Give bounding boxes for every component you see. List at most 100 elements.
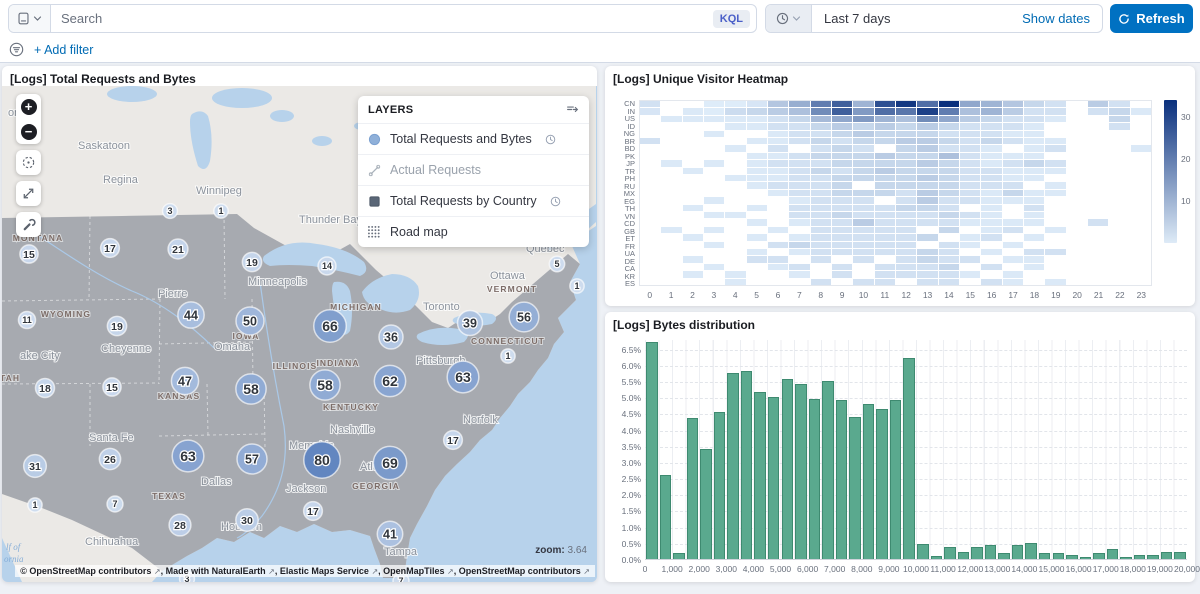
set-view-button[interactable] bbox=[16, 150, 41, 175]
histogram-bar[interactable] bbox=[659, 474, 672, 559]
histogram-bar[interactable] bbox=[876, 408, 888, 559]
histogram-bar[interactable] bbox=[1025, 542, 1037, 559]
map-cluster[interactable]: 19 bbox=[106, 315, 128, 337]
map-cluster[interactable]: 41 bbox=[376, 520, 404, 548]
map-cluster[interactable]: 3 bbox=[161, 202, 179, 220]
heatmap-grid[interactable] bbox=[639, 100, 1152, 286]
spatial-filters-button[interactable] bbox=[16, 212, 41, 237]
date-range-value[interactable]: Last 7 days bbox=[824, 11, 891, 26]
map-cluster[interactable]: 21 bbox=[167, 238, 189, 260]
map-cluster[interactable]: 63 bbox=[171, 439, 205, 473]
histogram-bar[interactable] bbox=[713, 411, 726, 559]
time-quick-menu-button[interactable] bbox=[766, 5, 812, 32]
map-canvas[interactable]: on Saskatoon Regina Winnipeg Thunder Bay Pier… bbox=[2, 86, 597, 582]
histogram-bar[interactable] bbox=[740, 371, 753, 559]
map-cluster[interactable]: 5 bbox=[548, 255, 566, 273]
histogram-bar[interactable] bbox=[835, 400, 848, 559]
histogram-bar[interactable] bbox=[646, 342, 658, 559]
histogram-bar[interactable] bbox=[1174, 551, 1186, 559]
search-input[interactable] bbox=[51, 5, 713, 32]
map-cluster[interactable]: 1 bbox=[213, 203, 229, 219]
collapse-panel-icon[interactable] bbox=[566, 103, 579, 116]
layer-item[interactable]: Actual Requests bbox=[358, 154, 589, 185]
histogram-bar[interactable] bbox=[808, 398, 821, 559]
map-cluster[interactable]: 69 bbox=[372, 445, 408, 481]
histogram-bar[interactable] bbox=[917, 544, 929, 559]
histogram-bar[interactable] bbox=[849, 416, 861, 559]
map-cluster[interactable]: 17 bbox=[99, 237, 121, 259]
map-cluster[interactable]: 31 bbox=[22, 453, 48, 479]
attribution-link[interactable]: © OpenStreetMap contributors bbox=[20, 566, 152, 576]
filter-icon[interactable] bbox=[9, 42, 24, 57]
map-cluster[interactable]: 47 bbox=[170, 366, 200, 396]
histogram-bar[interactable] bbox=[673, 552, 685, 559]
histogram-bar[interactable] bbox=[795, 384, 807, 559]
map-cluster[interactable]: 1 bbox=[569, 278, 585, 294]
histogram-bar[interactable] bbox=[700, 449, 712, 559]
histogram-bar[interactable] bbox=[1038, 553, 1051, 559]
show-dates-link[interactable]: Show dates bbox=[1022, 11, 1090, 26]
zoom-out-button[interactable]: − bbox=[16, 119, 41, 144]
map-cluster[interactable]: 39 bbox=[456, 309, 484, 337]
map-cluster[interactable]: 1 bbox=[500, 348, 516, 364]
histogram-bar[interactable] bbox=[1147, 555, 1159, 559]
attribution-link[interactable]: OpenMapTiles bbox=[383, 566, 445, 576]
map-cluster[interactable]: 7 bbox=[106, 495, 124, 513]
map-cluster[interactable]: 62 bbox=[373, 364, 407, 398]
attribution-link[interactable]: Made with NaturalEarth bbox=[165, 566, 266, 576]
map-cluster[interactable]: 66 bbox=[313, 309, 347, 343]
histogram-bar[interactable] bbox=[1120, 557, 1132, 559]
map-cluster[interactable]: 17 bbox=[442, 429, 464, 451]
histogram-bar[interactable] bbox=[767, 397, 780, 559]
refresh-button[interactable]: Refresh bbox=[1110, 4, 1193, 33]
map-cluster[interactable]: 28 bbox=[168, 513, 192, 537]
histogram-bar[interactable] bbox=[889, 400, 902, 559]
histogram-bar[interactable] bbox=[822, 381, 834, 559]
histogram-plot[interactable] bbox=[645, 340, 1187, 560]
histogram-bar[interactable] bbox=[1011, 545, 1024, 559]
map-cluster[interactable]: 58 bbox=[309, 369, 341, 401]
histogram-bar[interactable] bbox=[1093, 553, 1105, 559]
histogram-bar[interactable] bbox=[1079, 557, 1092, 559]
map-cluster[interactable]: 15 bbox=[19, 244, 39, 264]
map-cluster[interactable]: 14 bbox=[317, 256, 337, 276]
histogram-bar[interactable] bbox=[1052, 553, 1065, 559]
histogram-bar[interactable] bbox=[930, 555, 943, 559]
map-cluster[interactable]: 30 bbox=[235, 508, 259, 532]
add-filter-link[interactable]: + Add filter bbox=[34, 42, 94, 57]
zoom-in-button[interactable]: + bbox=[16, 94, 41, 119]
histogram-bar[interactable] bbox=[984, 545, 997, 559]
map-attribution[interactable]: © OpenStreetMap contributors ↗, Made wit… bbox=[15, 565, 595, 577]
map-cluster[interactable]: 56 bbox=[508, 301, 540, 333]
histogram-bar[interactable] bbox=[727, 372, 739, 559]
histogram-bar[interactable] bbox=[754, 392, 766, 559]
layer-item[interactable]: Total Requests and Bytes bbox=[358, 123, 589, 154]
histogram-bar[interactable] bbox=[957, 551, 970, 559]
histogram-bar[interactable] bbox=[1106, 549, 1119, 559]
map-cluster[interactable]: 17 bbox=[302, 500, 324, 522]
attribution-link[interactable]: OpenStreetMap contributors bbox=[458, 566, 581, 576]
map-cluster[interactable]: 80 bbox=[303, 441, 341, 479]
map-cluster[interactable]: 11 bbox=[17, 310, 37, 330]
kql-button[interactable]: KQL bbox=[712, 9, 750, 28]
histogram-bar[interactable] bbox=[1066, 555, 1078, 559]
histogram-bar[interactable] bbox=[862, 403, 875, 559]
map-cluster[interactable]: 63 bbox=[446, 360, 480, 394]
saved-query-menu-button[interactable] bbox=[9, 5, 51, 32]
layer-item[interactable]: Total Requests by Country bbox=[358, 185, 589, 216]
map-cluster[interactable]: 57 bbox=[236, 443, 268, 475]
histogram-bar[interactable] bbox=[686, 418, 699, 559]
map-cluster[interactable]: 36 bbox=[378, 324, 404, 350]
fit-to-data-button[interactable] bbox=[16, 181, 41, 206]
histogram-bar[interactable] bbox=[903, 358, 915, 559]
histogram-bar[interactable] bbox=[1133, 555, 1146, 559]
histogram-bar[interactable] bbox=[944, 547, 956, 559]
map-cluster[interactable]: 58 bbox=[235, 373, 267, 405]
histogram-bar[interactable] bbox=[1160, 551, 1173, 559]
map-cluster[interactable]: 26 bbox=[98, 447, 122, 471]
histogram-bar[interactable] bbox=[998, 553, 1010, 559]
attribution-link[interactable]: Elastic Maps Service bbox=[279, 566, 369, 576]
layer-item[interactable]: Road map bbox=[358, 216, 589, 247]
map-cluster[interactable]: 15 bbox=[102, 377, 122, 397]
histogram-bar[interactable] bbox=[971, 547, 983, 559]
